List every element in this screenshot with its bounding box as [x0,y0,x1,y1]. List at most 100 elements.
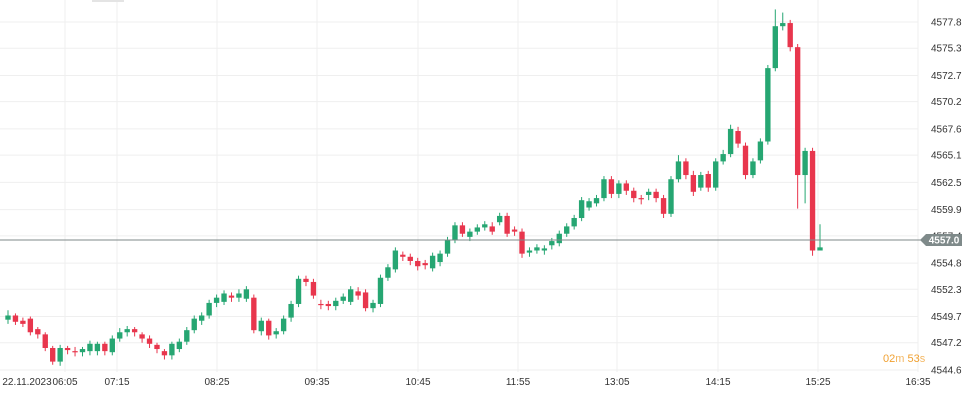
candle-body [459,225,466,234]
candle-body [705,173,711,188]
candle-body [511,229,518,232]
countdown-minutes: 02 [883,353,896,365]
candle-body [645,191,652,195]
current-price-line: 4557.0 [0,234,962,247]
candle-body [422,263,428,266]
candle-body [273,331,279,335]
candle-body [631,190,637,199]
candle-body [318,303,324,306]
candle-body [109,338,115,353]
candle-body [809,150,816,251]
candle-body [191,318,197,331]
candle-body [213,297,220,303]
candle-body [206,302,212,316]
candle-body [12,315,19,322]
candle-body [742,145,749,176]
candle-body [482,224,488,228]
candle-body [340,296,346,301]
x-tick-label: 16:35 [905,377,930,388]
candle-body [303,278,309,282]
candle-body [377,277,384,304]
candle-body [415,260,421,267]
candle-body [526,250,533,253]
candle-body [772,26,778,69]
y-tick-label: 4544.6 [931,366,962,377]
candle-body [660,198,667,214]
x-tick-label: 15:25 [805,377,830,388]
y-tick-label: 4575.3 [931,44,962,55]
candle-body [79,349,86,353]
candle-body [94,343,101,352]
y-axis: 4544.64547.24549.74552.34554.84557.44559… [931,18,962,377]
candle-body [42,334,48,348]
candle-body [385,267,391,278]
candle-body [504,215,510,234]
candle-body [519,231,525,254]
y-tick-label: 4572.7 [931,71,962,82]
candle-body [571,218,577,227]
candle-body [586,201,592,208]
current-price-tag [920,234,962,247]
candle-body [258,320,264,332]
candle-body [251,297,257,331]
candles [5,9,823,366]
x-axis: 22.11.2023 06:05 07:15 08:25 09:35 10:45 11:55… [2,377,931,388]
candle-body [467,231,473,237]
candle-body [765,68,771,142]
candle-body [333,300,339,307]
candle-body [549,241,555,246]
candle-body [735,131,741,144]
candle-body [35,329,41,335]
candle-body [534,247,540,251]
candle-body [347,289,354,302]
candle-body [64,347,71,351]
candle-body [556,233,562,244]
candle-body [355,291,361,296]
candle-body [780,23,786,27]
candle-body [27,318,34,333]
countdown-minutes-unit: m [895,353,905,365]
x-tick-label: 11:55 [506,377,531,388]
candle-body [727,128,734,155]
candle-body [131,329,138,333]
candle-body [184,330,190,342]
candle-body [407,256,413,261]
candle-body [325,303,332,307]
candle-body [623,183,629,191]
candle-body [221,293,227,302]
candle-body [57,347,63,362]
candle-body [713,161,719,188]
candle-body [638,198,644,200]
candle-body [437,253,443,263]
x-tick-label: 07:15 [104,377,129,388]
candle-body [668,179,674,214]
candle-body [452,225,458,241]
candle-body [653,191,659,199]
y-tick-label: 4565.1 [931,151,962,162]
y-tick-label: 4547.2 [931,338,962,349]
candle-body [675,161,682,180]
candle-body [616,183,622,194]
candle-body [154,344,160,350]
candle-body [146,338,153,344]
candle-body [72,351,78,353]
candle-body [295,278,302,304]
candle-body [102,343,108,352]
candle-body [124,329,130,333]
tab-indicator[interactable] [92,0,124,2]
x-tick-label: 13:05 [604,377,629,388]
candle-body [169,343,175,356]
candle-body [578,200,585,219]
candle-body [280,318,287,332]
candle-body [474,227,481,232]
candle-body [266,320,272,336]
y-tick-label: 4552.3 [931,285,962,296]
candle-body [496,215,503,223]
candle-body [392,250,399,270]
candle-body [683,161,689,176]
y-tick-label: 4570.2 [931,97,962,108]
x-tick-label: 22.11.2023 [2,377,52,388]
candle-body [236,293,242,298]
